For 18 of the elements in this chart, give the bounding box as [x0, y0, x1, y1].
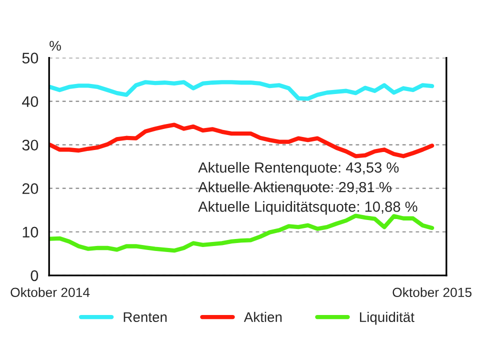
line-series: [49, 80, 434, 101]
line-series: [49, 214, 434, 253]
y-tick-label: 10: [22, 226, 38, 238]
x-tick-label: Oktober 2015: [392, 287, 472, 298]
legend-label: Renten: [124, 312, 167, 322]
y-axis-title: %: [50, 40, 61, 51]
annotation: Aktuelle Rentenquote: 43,53 %: [198, 162, 399, 176]
legend-label: Liquidität: [360, 312, 414, 325]
x-tick-label: Oktober 2014: [10, 287, 90, 298]
annotation: Aktuelle Liquiditätsquote: 10,88 %: [198, 201, 418, 215]
y-tick-label: 0: [30, 270, 38, 282]
y-tick-label: 40: [22, 96, 38, 108]
y-tick-label: 30: [22, 140, 38, 151]
annotation: Aktuelle Aktienquote: 29,81 %: [198, 182, 392, 196]
y-tick-label: 50: [22, 52, 38, 64]
y-tick-label: 20: [22, 183, 38, 194]
legend-label: Aktien: [244, 312, 282, 322]
line-series: [49, 122, 434, 158]
